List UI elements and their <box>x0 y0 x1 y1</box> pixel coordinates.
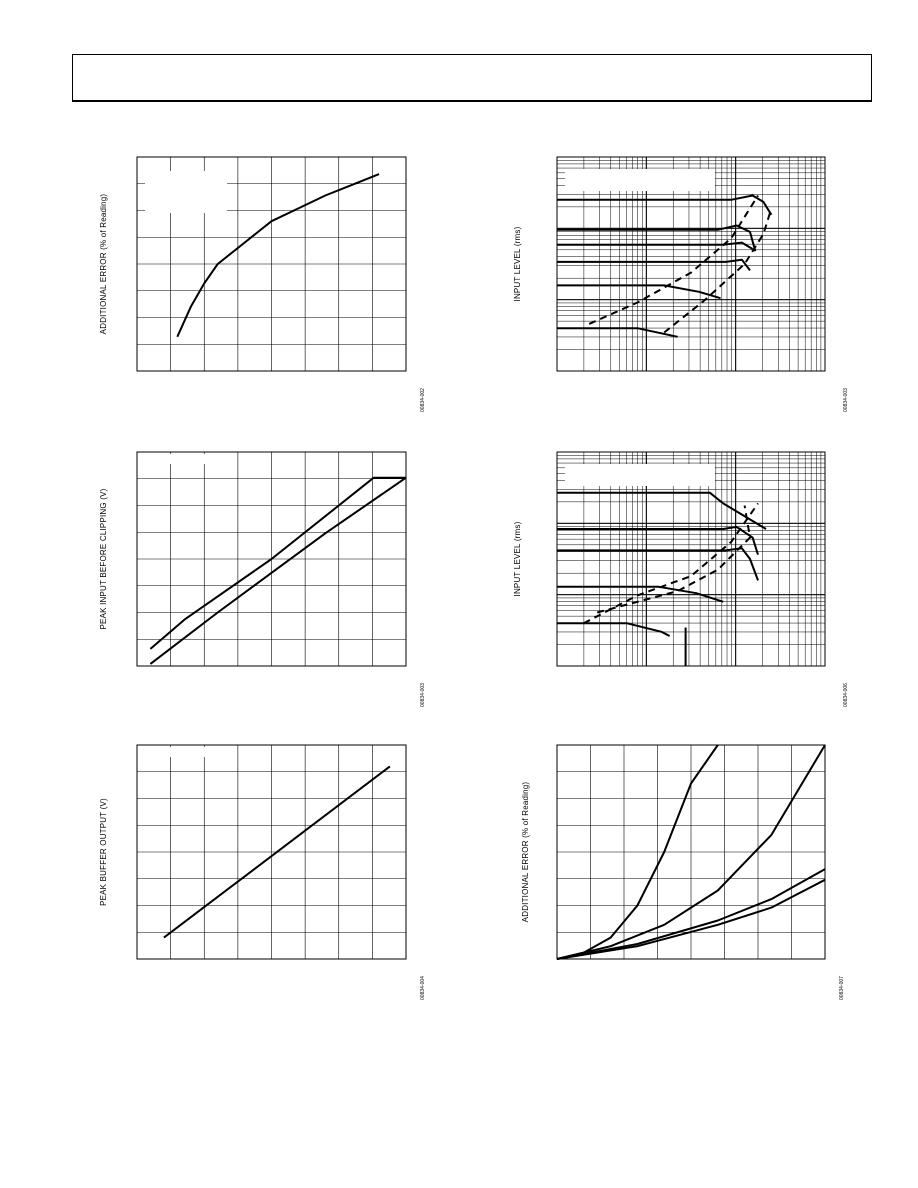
series-line-1 <box>557 491 767 530</box>
y-axis-label: ADDITIONAL ERROR (% of Reading) <box>99 194 108 335</box>
series-line-1 <box>557 194 773 216</box>
legend-blank <box>167 454 235 464</box>
series-line-6 <box>557 327 678 338</box>
y-axis-label: INPUT LEVEL (rms) <box>513 521 522 596</box>
legend-blank <box>565 169 715 191</box>
series-line-4 <box>557 258 751 272</box>
series-line-2 <box>557 224 757 252</box>
chart5-panel: PEAK BUFFER OUTPUT (V) 00834-004 <box>99 744 426 1000</box>
series-line-5 <box>557 284 721 300</box>
series-line-1 <box>149 476 406 650</box>
chart6-panel: ADDITIONAL ERROR (% of Reading) 00834-007 <box>521 744 845 1000</box>
series-line-7 <box>583 502 759 625</box>
legend-blank <box>565 464 715 486</box>
y-axis-label: PEAK BUFFER OUTPUT (V) <box>99 798 108 906</box>
figure-id: 00834-007 <box>839 976 845 1000</box>
figure-id: 00834-006 <box>843 683 849 707</box>
chart1-panel: ADDITIONAL ERROR (% of Reading) 00834-002 <box>99 156 426 412</box>
figure-id: 00834-003 <box>420 683 426 707</box>
series-line-1 <box>163 765 391 939</box>
legend-blank <box>145 171 227 213</box>
y-axis-label: PEAK INPUT BEFORE CLIPPING (V) <box>99 488 108 629</box>
figure-id: 00834-002 <box>420 388 426 412</box>
series-line-3 <box>557 547 759 581</box>
legend-blank <box>167 747 235 757</box>
series-line-1 <box>176 173 380 338</box>
series-line-4 <box>556 878 826 960</box>
y-axis-label: INPUT LEVEL (rms) <box>513 226 522 301</box>
series-line-2 <box>149 476 407 665</box>
chart3-panel: PEAK INPUT BEFORE CLIPPING (V) 00834-003 <box>99 451 426 707</box>
series-line-8 <box>596 505 751 614</box>
page-header-box <box>72 54 872 102</box>
series-line-4 <box>557 585 724 603</box>
plot-area <box>556 156 826 372</box>
series-line-5 <box>557 622 671 637</box>
series-line-2 <box>556 744 826 960</box>
series-line-7 <box>588 194 759 325</box>
figure-id: 00834-003 <box>843 388 849 412</box>
chart4-panel: INPUT LEVEL (rms) 00834-006 <box>513 451 849 707</box>
chart2-panel: INPUT LEVEL (rms) 00834-003 <box>513 156 849 412</box>
series-line-3 <box>557 241 754 250</box>
y-axis-label: ADDITIONAL ERROR (% of Reading) <box>521 782 530 923</box>
series-line-3 <box>556 868 826 960</box>
series-line-8 <box>663 208 773 334</box>
figure-id: 00834-004 <box>420 976 426 1000</box>
series-line-2 <box>557 525 759 556</box>
